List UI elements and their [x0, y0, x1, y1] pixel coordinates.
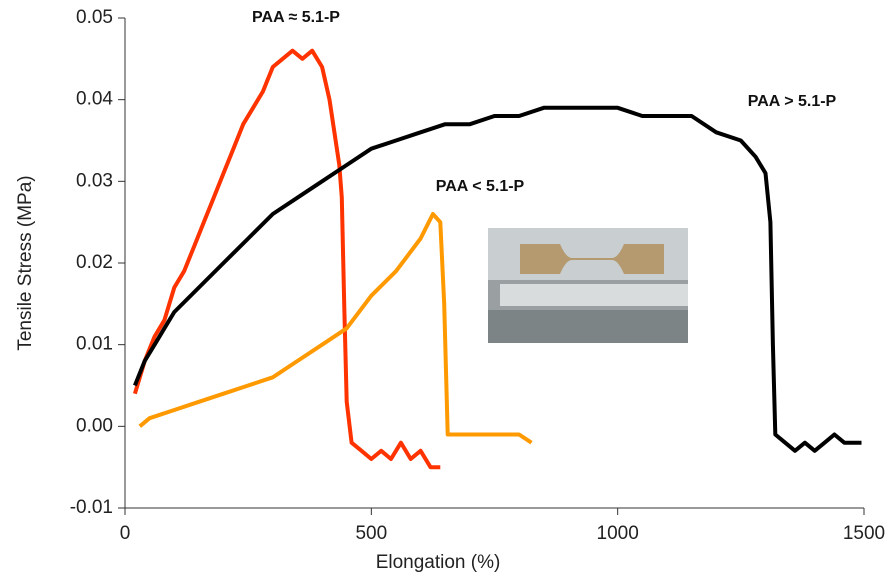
y-tick-label: 0.05 [76, 7, 113, 28]
series-line [132, 48, 441, 470]
y-tick-label: 0.04 [76, 89, 113, 110]
y-tick-label: 0.02 [76, 252, 113, 273]
inset-photo [488, 228, 688, 343]
x-tick-label: 1000 [597, 523, 639, 544]
y-tick-label: 0.01 [76, 334, 113, 355]
series-label: PAA < 5.1-P [436, 178, 525, 195]
x-tick-label: 0 [120, 523, 131, 544]
x-tick-label: 1500 [843, 523, 885, 544]
series-label: PAA ≈ 5.1-P [252, 9, 340, 26]
y-tick-label: 0.03 [76, 170, 113, 191]
series-line [133, 105, 862, 453]
y-tick-label: 0.00 [76, 415, 113, 436]
y-tick-label: -0.01 [70, 497, 113, 518]
y-axis-label: Tensile Stress (MPa) [15, 175, 36, 350]
x-tick-label: 500 [355, 523, 387, 544]
series-line [138, 212, 533, 445]
x-axis-label: Elongation (%) [376, 552, 501, 573]
series-label: PAA > 5.1-P [748, 93, 837, 110]
